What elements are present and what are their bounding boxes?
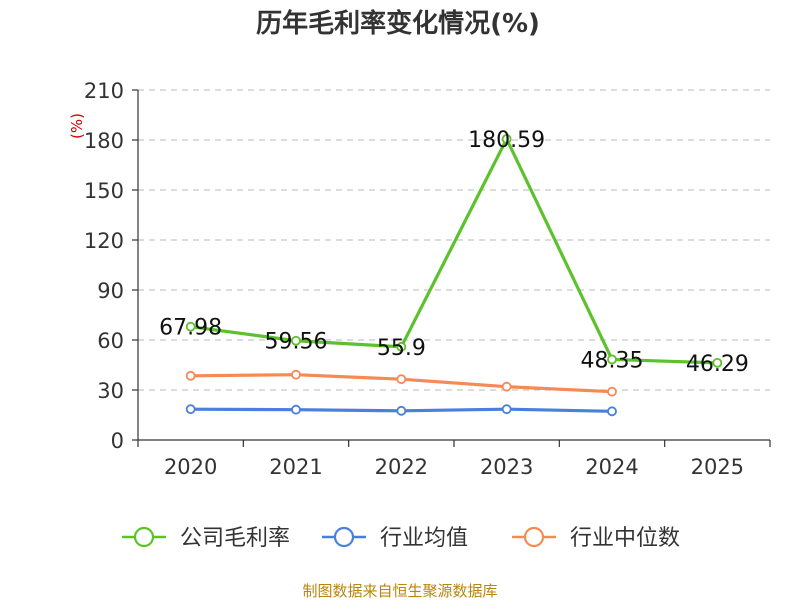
data-labels: 67.98 59.56 55.9 180.59 48.35 46.29: [159, 128, 749, 377]
legend-label: 公司毛利率: [180, 526, 290, 551]
data-label: 67.98: [159, 316, 222, 341]
x-tick-label: 2023: [480, 455, 533, 479]
data-point: [396, 374, 407, 385]
legend-marker: [333, 526, 355, 548]
data-point: [291, 335, 301, 346]
y-tick-label: 210: [84, 79, 124, 103]
y-tick-label: 0: [111, 429, 124, 453]
chart-title: 历年毛利率变化情况(%): [256, 8, 540, 39]
x-tick-label: 2025: [691, 455, 744, 479]
legend-label: 行业中位数: [570, 526, 680, 551]
data-point: [185, 321, 196, 332]
y-tick-label: 120: [84, 229, 124, 253]
data-label: 59.56: [265, 330, 328, 355]
data-point: [396, 405, 407, 416]
x-tick-label: 2022: [375, 455, 428, 479]
data-point: [712, 357, 723, 368]
series-lines: [185, 134, 723, 417]
y-tick-label: 150: [84, 179, 124, 203]
data-point: [607, 354, 617, 365]
data-label: 46.29: [686, 352, 749, 377]
y-axis-label: (%): [68, 113, 86, 139]
x-tick-label: 2024: [585, 455, 638, 479]
data-label: 180.59: [468, 128, 545, 153]
x-tick-label: 2021: [269, 455, 322, 479]
data-point: [607, 386, 617, 397]
legend-marker: [523, 526, 545, 548]
data-point: [185, 404, 196, 415]
data-label: 55.9: [377, 336, 426, 361]
legend: 公司毛利率 行业均值 行业中位数: [122, 526, 680, 551]
data-point: [291, 369, 301, 380]
y-tick-label: 180: [84, 129, 124, 153]
axes: 0 30 60 90 120 150 180 210 2020 2021 2022 2023 2024 2…: [84, 79, 771, 479]
data-point: [607, 406, 617, 417]
legend-label: 行业均值: [380, 526, 468, 551]
data-point: [501, 381, 512, 392]
data-point: [291, 404, 301, 415]
data-point: [501, 404, 512, 415]
y-tick-label: 90: [97, 279, 124, 303]
data-point: [185, 370, 196, 381]
y-tick-label: 30: [97, 379, 124, 403]
data-label: 48.35: [581, 348, 644, 373]
data-point: [501, 134, 512, 144]
source-note: 制图数据来自恒生聚源数据库: [302, 582, 497, 600]
data-point: [396, 341, 407, 352]
legend-marker: [133, 526, 155, 548]
x-tick-label: 2020: [164, 455, 217, 479]
series-line: [190, 137, 718, 365]
y-tick-label: 60: [97, 329, 124, 353]
